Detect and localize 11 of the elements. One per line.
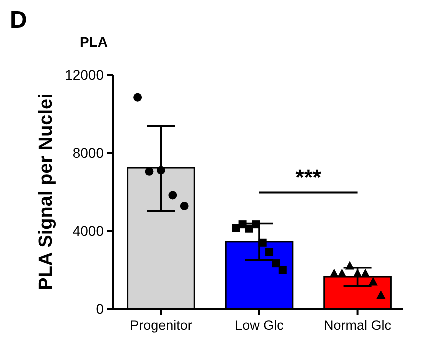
x-tick-label: Progenitor: [130, 318, 193, 333]
text: D: [10, 7, 28, 34]
y-tick-label: 12000: [65, 66, 104, 83]
y-axis-title: PLA Signal per Nuclei: [36, 94, 57, 290]
y-tick-label: 4000: [72, 222, 104, 239]
chart-title: PLA: [80, 34, 108, 50]
y-tick-label: 0: [96, 300, 104, 317]
x-tick-label: Low Glc: [235, 318, 284, 333]
y-tick-label: 8000: [72, 144, 104, 161]
x-tick-label: Normal Glc: [324, 318, 392, 333]
annotation: ***: [296, 164, 322, 190]
